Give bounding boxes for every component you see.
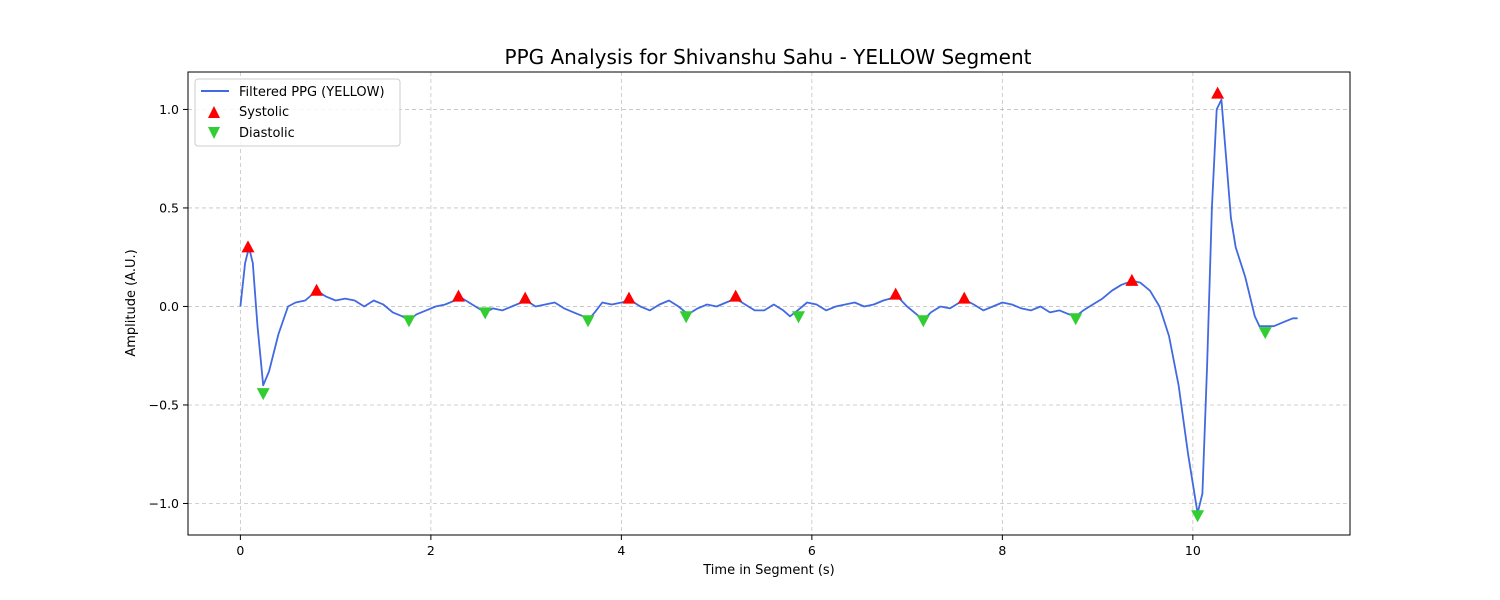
y-tick-label: 0.5 bbox=[159, 200, 179, 215]
legend: Filtered PPG (YELLOW) Systolic Diastolic bbox=[194, 78, 401, 147]
x-tick-label: 6 bbox=[808, 543, 816, 558]
systolic-marker bbox=[889, 287, 903, 300]
y-tick-label: 0.0 bbox=[159, 299, 179, 314]
diastolic-marker bbox=[581, 315, 595, 328]
x-tick-label: 2 bbox=[427, 543, 435, 558]
systolic-marker bbox=[518, 291, 532, 304]
y-axis-ticks: −1.0 −0.5 0.0 0.5 1.0 bbox=[149, 102, 188, 511]
systolic-marker bbox=[241, 240, 255, 253]
y-tick-label: −0.5 bbox=[149, 397, 179, 412]
legend-label-systolic: Systolic bbox=[239, 105, 289, 120]
legend-diastolic-swatch bbox=[208, 127, 220, 139]
systolic-marker bbox=[957, 291, 971, 304]
y-tick-label: 1.0 bbox=[159, 102, 179, 117]
y-tick-label: −1.0 bbox=[149, 496, 179, 511]
systolic-marker bbox=[451, 289, 465, 302]
axes-frame bbox=[187, 71, 1351, 536]
legend-label-diastolic: Diastolic bbox=[239, 126, 295, 141]
chart-title: PPG Analysis for Shivanshu Sahu - YELLOW… bbox=[505, 45, 1032, 69]
diastolic-marker bbox=[792, 311, 806, 324]
systolic-marker bbox=[1125, 273, 1139, 286]
diastolic-marker bbox=[478, 307, 492, 320]
systolic-marker bbox=[622, 291, 636, 304]
x-axis-ticks: 0 2 4 6 8 10 bbox=[236, 535, 1201, 558]
systolic-marker bbox=[310, 283, 324, 296]
diastolic-marker bbox=[1191, 510, 1205, 523]
x-tick-label: 0 bbox=[236, 543, 244, 558]
plot-area bbox=[239, 86, 1298, 523]
x-tick-label: 8 bbox=[998, 543, 1006, 558]
diastolic-marker bbox=[916, 315, 930, 328]
systolic-marker bbox=[1211, 86, 1225, 99]
diastolic-marker bbox=[1258, 327, 1272, 340]
grid-lines bbox=[188, 72, 1350, 535]
diastolic-marker bbox=[402, 315, 416, 328]
legend-label-filtered: Filtered PPG (YELLOW) bbox=[239, 85, 385, 100]
x-tick-label: 10 bbox=[1185, 543, 1201, 558]
legend-systolic-swatch bbox=[208, 106, 220, 118]
x-axis-label: Time in Segment (s) bbox=[702, 563, 834, 578]
y-axis-label: Amplitude (A.U.) bbox=[124, 249, 139, 356]
diastolic-marker bbox=[256, 388, 270, 401]
x-tick-label: 4 bbox=[617, 543, 625, 558]
diastolic-marker bbox=[679, 311, 693, 324]
diastolic-marker bbox=[1069, 313, 1083, 326]
legend-box bbox=[194, 78, 401, 147]
systolic-marker bbox=[729, 289, 743, 302]
